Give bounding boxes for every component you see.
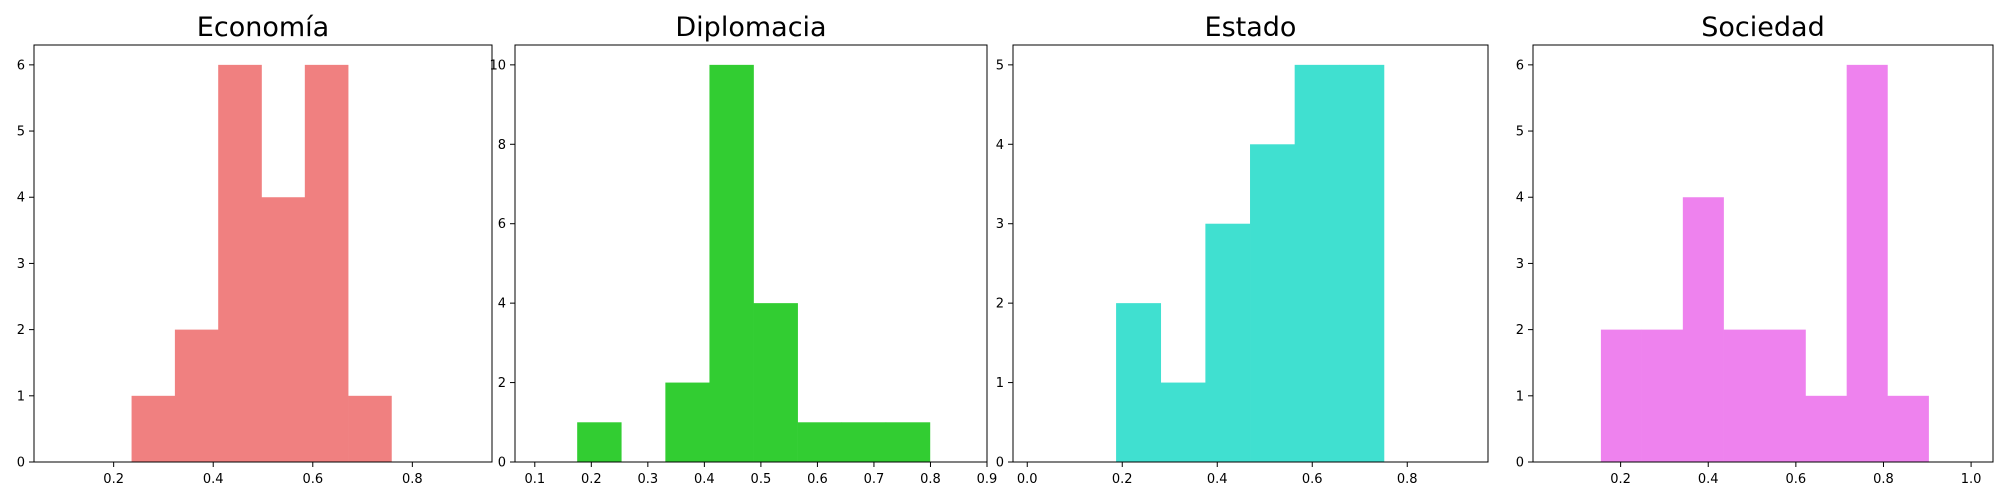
axes-frame [514,44,988,463]
histogram-bar [1641,329,1684,462]
bars [131,64,392,463]
histogram-bar [1723,329,1766,462]
histogram-bar [1116,303,1162,462]
histogram-bar [841,422,887,462]
histogram-bar [304,64,349,463]
panel-title: Diplomacia [675,12,826,43]
axes-frame [1532,44,1994,463]
histogram-bar [261,197,306,463]
y-tick-label: 6 [1516,58,1524,73]
y-tick-label: 2 [996,297,1004,312]
axes-frame [33,44,493,463]
x-tick-label: 0.4 [694,472,715,487]
x-tick-label: 0.6 [807,472,828,487]
y-tick-label: 5 [996,58,1004,73]
x-tick-label: 0.6 [1302,472,1323,487]
x-tick-label: 0.2 [581,472,602,487]
histogram-bar [1846,64,1888,463]
y-tick-label: 4 [498,297,506,312]
y-tick-label: 8 [498,138,506,153]
y-tick-label: 1 [17,389,25,404]
histogram-bar [218,64,262,463]
histogram-bar [1764,329,1806,462]
x-tick-label: 0.4 [1207,472,1228,487]
panel-title: Sociedad [1701,12,1824,43]
histogram-bar [1682,197,1724,463]
panel-2: 0.0 0.2 0.4 0.6 0.8 0 1 2 3 4 5 Estado [996,12,1489,487]
histogram-bar [1805,395,1847,462]
histogram-bar [1600,329,1642,462]
histogram-bar [1250,144,1295,463]
y-tick-label: 1 [1516,389,1524,404]
histogram-bar [1160,382,1206,462]
histogram-bar [348,395,392,462]
x-tick-label: 0.8 [1397,472,1418,487]
histogram-bar [665,382,710,462]
y-tick-label: 5 [1516,125,1524,140]
histogram-bar [709,64,754,463]
y-tick-label: 6 [498,217,506,232]
bars [1116,64,1385,463]
y-tick-label: 0 [498,456,506,471]
y-tick-label: 3 [17,257,25,272]
histogram-bar [885,422,931,462]
x-tick-label: 0.2 [1610,472,1631,487]
x-tick-label: 0.4 [1698,472,1719,487]
panel-3: 0.2 0.4 0.6 0.8 1.0 0 1 2 3 4 5 6 Sociedad [1516,12,1994,487]
panel-title: Estado [1205,12,1297,43]
y-tick-label: 4 [1516,191,1524,206]
x-tick-label: 0.7 [864,472,885,487]
histogram-bar [1887,395,1929,462]
y-tick-label: 6 [17,58,25,73]
x-tick-label: 0.5 [751,472,772,487]
x-tick-label: 0.6 [1786,472,1807,487]
x-tick-label: 0.2 [103,472,124,487]
histogram-bar [1205,223,1251,462]
bars [1600,64,1929,463]
y-tick-label: 1 [996,376,1004,391]
x-tick-label: 0.1 [524,472,545,487]
y-tick-label: 0 [996,456,1004,471]
histogram-bar [174,329,219,462]
histogram-bar [1339,64,1385,463]
y-tick-label: 10 [489,58,506,73]
x-tick-label: 0.6 [302,472,323,487]
x-tick-label: 0.9 [977,472,998,487]
x-tick-label: 0.8 [402,472,423,487]
x-tick-label: 0.8 [920,472,941,487]
y-tick-label: 5 [17,125,25,140]
y-tick-label: 2 [1516,323,1524,338]
histogram-bar [577,422,622,462]
y-tick-label: 4 [996,138,1004,153]
panel-title: Economía [197,12,329,43]
y-tick-label: 4 [17,191,25,206]
panel-0: 0.2 0.4 0.6 0.8 0 1 2 3 4 5 6 Economía [17,12,493,487]
y-tick-label: 3 [996,217,1004,232]
x-tick-label: 0.8 [1873,472,1894,487]
y-tick-label: 0 [17,456,25,471]
x-tick-label: 0.0 [1017,472,1038,487]
y-tick-label: 0 [1516,456,1524,471]
y-tick-label: 3 [1516,257,1524,272]
histogram-bar [797,422,843,462]
histogram-bar [753,303,798,462]
x-tick-label: 0.2 [1112,472,1133,487]
histogram-bar [1294,64,1340,463]
y-tick-label: 2 [498,376,506,391]
bars [577,64,931,463]
panel-1: 0.1 0.2 0.3 0.4 0.5 0.6 0.7 0.8 0.9 0 2 4 6 8 10 Diplom… [489,12,997,487]
x-tick-label: 0.3 [637,472,658,487]
y-tick-label: 2 [17,323,25,338]
x-tick-label: 0.4 [203,472,224,487]
axes-frame [1012,44,1489,463]
histogram-bar [131,395,176,462]
x-tick-label: 1.0 [1961,472,1982,487]
